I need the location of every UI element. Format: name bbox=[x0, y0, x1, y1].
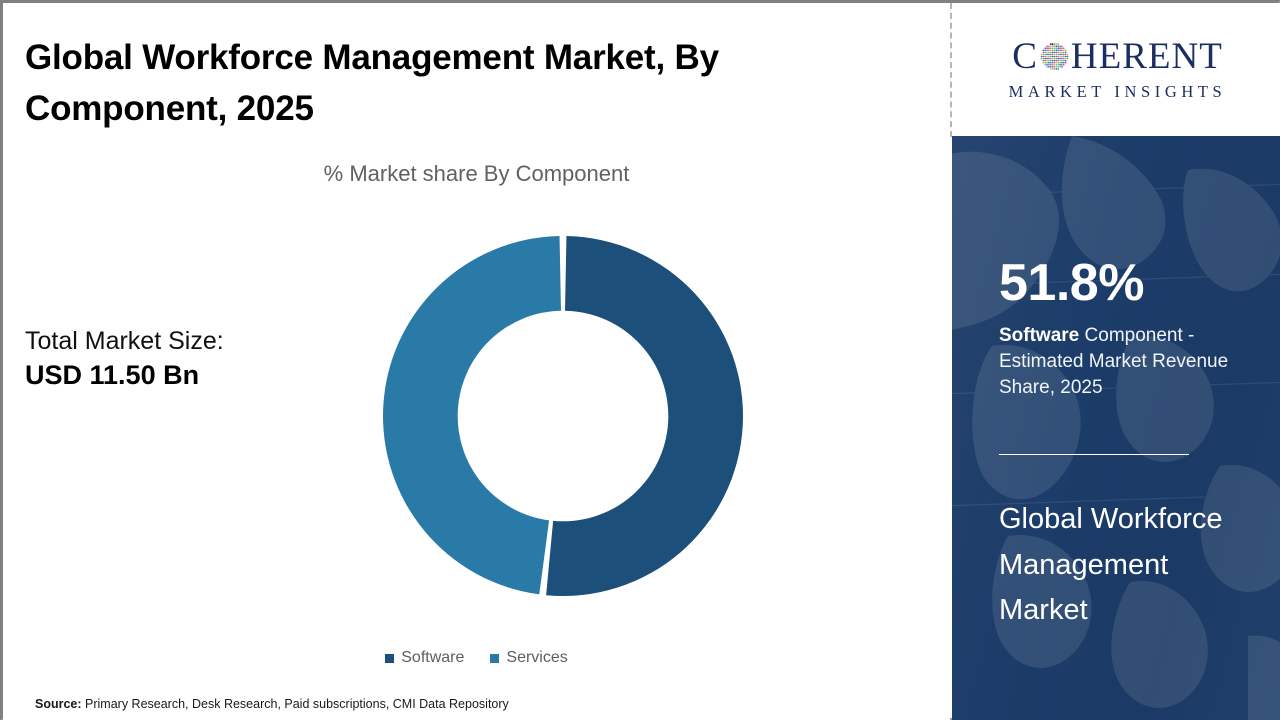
main-content-area: Global Workforce Management Market, By C… bbox=[3, 3, 950, 720]
stat-panel: 51.8% Software Component - Estimated Mar… bbox=[952, 136, 1280, 720]
source-label: Source: bbox=[35, 697, 82, 711]
source-line: Source: Primary Research, Desk Research,… bbox=[35, 697, 509, 711]
donut-slice-services[interactable] bbox=[382, 236, 561, 595]
total-market-size-block: Total Market Size: USD 11.50 Bn bbox=[25, 325, 224, 394]
donut-slice-group bbox=[382, 236, 743, 596]
panel-market-name: Global Workforce Management Market bbox=[999, 503, 1223, 627]
stat-percent-value: 51.8% bbox=[999, 254, 1144, 312]
brand-logo[interactable]: C HERENT MARKET INSIGHTS bbox=[952, 3, 1280, 136]
panel-sheen-overlay bbox=[952, 136, 1280, 720]
stat-caption: Software Component - Estimated Market Re… bbox=[999, 323, 1251, 402]
legend-item-services[interactable]: Services bbox=[490, 649, 568, 667]
legend-label-services: Services bbox=[506, 649, 568, 666]
right-panel: C HERENT MARKET INSIGHTS bbox=[952, 3, 1280, 720]
legend-swatch-services bbox=[490, 653, 500, 663]
stat-caption-strong: Software bbox=[999, 325, 1080, 346]
stat-content: 51.8% Software Component - Estimated Mar… bbox=[999, 257, 1251, 402]
globe-dots-icon bbox=[1040, 42, 1069, 70]
total-market-size-label: Total Market Size: bbox=[25, 327, 224, 355]
logo-word-before: C bbox=[1012, 35, 1038, 77]
page-title: Global Workforce Management Market, By C… bbox=[25, 38, 719, 128]
total-market-size-value: USD 11.50 Bn bbox=[25, 360, 200, 391]
logo-tagline: MARKET INSIGHTS bbox=[1008, 81, 1227, 101]
chart-subtitle: % Market share By Component bbox=[323, 161, 630, 186]
legend-item-software[interactable]: Software bbox=[385, 649, 464, 667]
vertical-dashed-divider bbox=[950, 3, 952, 137]
legend-label-software: Software bbox=[401, 649, 465, 666]
slice-label-software: 51.8% bbox=[688, 645, 731, 662]
legend-swatch-software bbox=[385, 653, 395, 663]
chart-legend: Software Services bbox=[3, 649, 950, 667]
logo-word-after: HERENT bbox=[1070, 35, 1223, 77]
source-text: Primary Research, Desk Research, Paid su… bbox=[81, 697, 509, 711]
panel-divider-rule bbox=[999, 454, 1189, 455]
donut-chart-svg bbox=[382, 236, 743, 596]
stat-caption-rest: Component - Estimated Market Revenue Sha… bbox=[999, 325, 1229, 399]
world-map-texture bbox=[952, 136, 1280, 720]
donut-chart: xx.x% 51.8% bbox=[377, 230, 749, 662]
logo-wordmark: C HERENT bbox=[1012, 38, 1223, 75]
donut-slice-software[interactable] bbox=[546, 236, 743, 596]
slice-label-services: xx.x% bbox=[388, 628, 431, 645]
